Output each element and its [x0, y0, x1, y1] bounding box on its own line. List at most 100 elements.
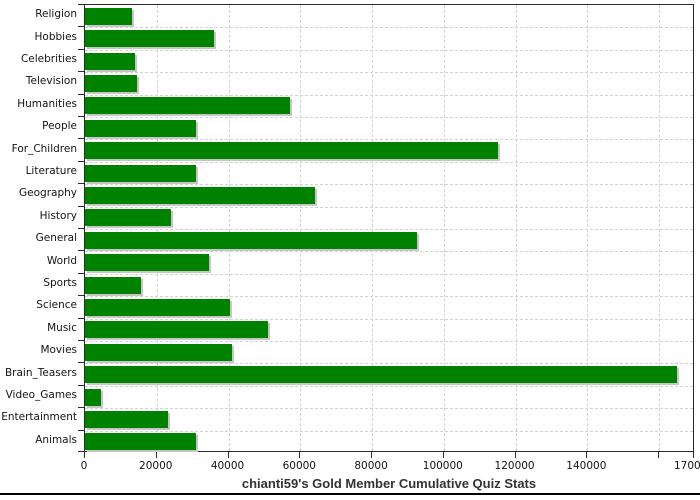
x-axis-tick	[693, 452, 694, 458]
y-axis-tick	[78, 48, 84, 50]
bar-religion	[85, 7, 132, 25]
vertical-gridline	[659, 5, 661, 451]
bar-history	[85, 209, 172, 227]
vertical-gridline	[372, 5, 374, 451]
x-axis-tick	[514, 452, 516, 458]
x-axis-tick	[586, 452, 588, 458]
y-axis-tick	[78, 205, 84, 207]
horizontal-gridline	[85, 206, 693, 208]
x-axis-tick-label: 120000	[494, 460, 535, 472]
y-axis-tick	[78, 93, 84, 95]
bar-humanities	[85, 97, 290, 115]
y-axis-tick	[78, 407, 84, 409]
y-axis-tick	[78, 362, 84, 364]
y-axis-label: Hobbies	[34, 30, 78, 43]
bar-entertainment	[85, 410, 168, 428]
x-axis-tick	[227, 452, 229, 458]
bar-brain_teasers	[85, 366, 678, 384]
bar-television	[85, 74, 138, 92]
y-axis-label: For_Children	[11, 142, 77, 155]
bar-sports	[85, 276, 141, 294]
x-axis-tick	[442, 452, 444, 458]
vertical-gridline	[443, 5, 445, 451]
x-axis-tick-label: 170000	[673, 460, 700, 472]
horizontal-gridline	[85, 341, 693, 342]
horizontal-gridline	[85, 273, 693, 275]
y-axis-label: General	[35, 232, 77, 245]
y-axis-label: Humanities	[17, 97, 77, 110]
y-axis-tick	[78, 295, 84, 297]
bar-hobbies	[85, 30, 215, 48]
bar-general	[85, 231, 417, 249]
horizontal-gridline	[85, 385, 693, 387]
y-axis-tick	[78, 4, 84, 5]
horizontal-gridline	[85, 94, 693, 96]
x-axis-tick	[155, 452, 157, 458]
y-axis-tick	[78, 138, 84, 140]
x-axis-tick-label: 60000	[282, 460, 316, 472]
horizontal-gridline	[85, 161, 693, 163]
bar-people	[85, 119, 197, 137]
y-axis-label: People	[42, 120, 77, 133]
bar-video_games	[85, 388, 102, 406]
horizontal-gridline	[85, 251, 693, 253]
y-axis-tick	[78, 228, 84, 229]
y-axis-tick	[78, 250, 84, 252]
y-axis-tick	[78, 116, 84, 117]
y-axis-tick	[78, 183, 84, 185]
bar-movies	[85, 343, 233, 361]
x-axis-tick	[84, 452, 85, 458]
chart-title: chianti59's Gold Member Cumulative Quiz …	[241, 476, 537, 491]
bottom-divider	[0, 493, 700, 495]
x-axis-tick-label: 80000	[354, 460, 388, 472]
y-axis-label: Television	[25, 75, 77, 88]
y-axis-label: Celebrities	[20, 53, 77, 65]
y-axis-label: Sports	[43, 277, 77, 289]
y-axis-tick	[78, 384, 84, 386]
y-axis-label: World	[46, 254, 77, 267]
vertical-gridline	[228, 5, 230, 451]
x-axis-tick-label: 20000	[139, 460, 173, 472]
y-axis-tick	[78, 160, 84, 162]
bar-science	[85, 298, 231, 316]
y-axis-label: Science	[36, 299, 77, 312]
y-axis-label: Geography	[19, 187, 77, 200]
y-axis-tick	[78, 340, 84, 341]
horizontal-gridline	[85, 184, 693, 186]
y-axis-tick	[78, 71, 84, 73]
vertical-gridline	[300, 5, 302, 451]
y-axis-tick	[78, 26, 84, 28]
y-axis-tick	[78, 272, 84, 274]
y-axis-tick	[78, 451, 84, 452]
bar-world	[85, 254, 209, 272]
x-axis-tick-label: 0	[80, 460, 88, 472]
y-axis-label: Literature	[25, 165, 77, 177]
horizontal-gridline	[85, 408, 693, 410]
y-axis-tick	[78, 317, 84, 319]
horizontal-gridline	[85, 229, 693, 230]
horizontal-gridline	[85, 430, 693, 432]
horizontal-gridline	[85, 363, 693, 365]
horizontal-gridline	[85, 117, 693, 118]
bar-geography	[85, 186, 315, 204]
y-axis-label: Religion	[35, 8, 77, 21]
x-axis-tick-label: 140000	[566, 460, 607, 472]
vertical-gridline	[587, 5, 589, 451]
x-axis-tick	[371, 452, 373, 458]
y-axis-label: Brain_Teasers	[4, 366, 77, 379]
y-axis-label: Entertainment	[1, 411, 77, 424]
x-axis-tick	[299, 452, 301, 458]
plot-area	[84, 4, 694, 452]
bar-literature	[85, 164, 197, 182]
x-axis-tick-label: 40000	[210, 460, 245, 472]
horizontal-gridline	[85, 139, 693, 141]
y-axis-label: Music	[47, 321, 77, 334]
x-axis-tick	[658, 452, 660, 458]
bar-music	[85, 321, 268, 339]
horizontal-gridline	[85, 72, 693, 74]
y-axis-label: Movies	[40, 344, 77, 357]
horizontal-gridline	[85, 27, 693, 29]
x-axis-tick-label: 100000	[422, 460, 463, 472]
y-axis-label: Animals	[35, 433, 77, 446]
